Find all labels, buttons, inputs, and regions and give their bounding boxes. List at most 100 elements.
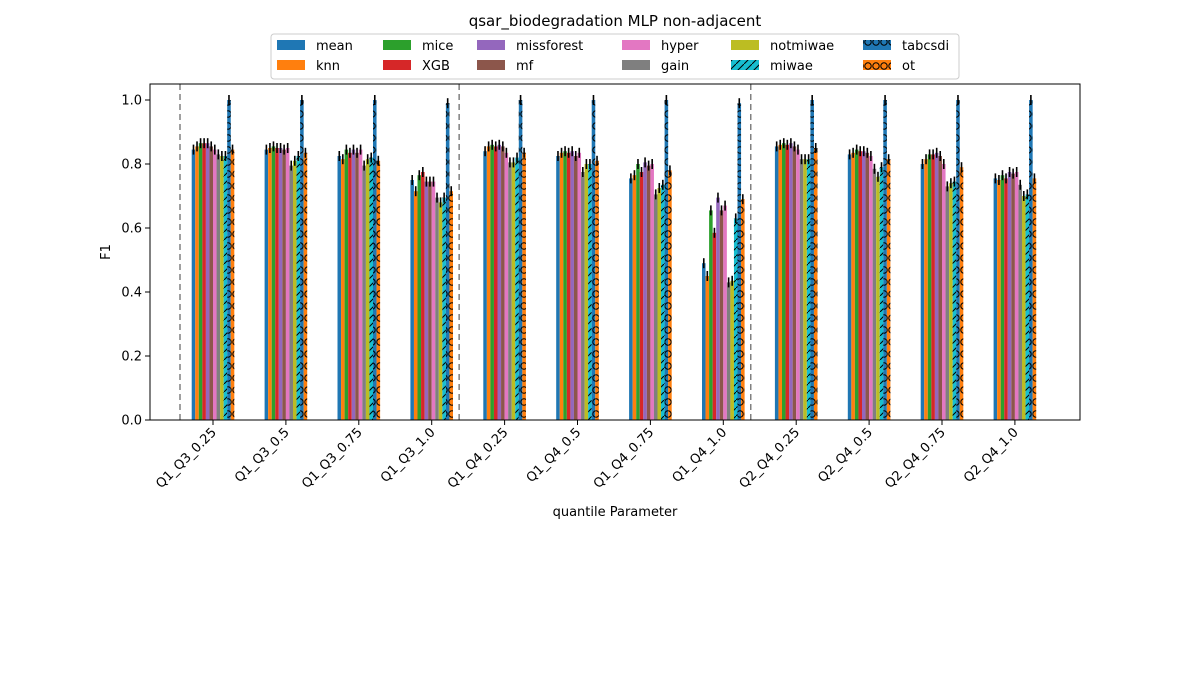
x-tick-label: Q1_Q3_0.75 [299, 425, 365, 491]
bar-knn [486, 146, 491, 420]
bar-hatch [959, 167, 964, 420]
bar-hyper [504, 152, 509, 421]
bar-mean [556, 156, 560, 420]
legend-label: mice [422, 39, 453, 54]
bar-hatch [518, 100, 523, 420]
bar-hatch [303, 152, 308, 421]
bar-missforest [934, 152, 939, 421]
bar-knn [268, 148, 272, 420]
bar-knn [851, 152, 855, 421]
bar-knn [997, 180, 1001, 420]
bar-XGB [421, 172, 425, 420]
bar-missforest [424, 181, 429, 420]
bar-XGB [493, 146, 498, 420]
bar-mean [702, 263, 706, 420]
legend-item-miwae: miwae [731, 59, 813, 74]
bar-missforest [716, 197, 720, 420]
bar-knn [778, 144, 782, 421]
y-tick-label: 0.0 [121, 414, 142, 429]
x-tick-label: Q1_Q4_0.5 [524, 425, 585, 486]
bar-hatch [230, 149, 235, 420]
bar-mice [344, 149, 349, 420]
bar-gain [799, 159, 804, 420]
bar-XGB [785, 144, 790, 421]
bar-hatch [515, 157, 519, 420]
legend-swatch [383, 40, 411, 50]
legend-item-missforest: missforest [477, 39, 583, 54]
bar-mf [719, 210, 724, 420]
bar-hatch [813, 148, 818, 420]
plot-frame [149, 83, 1081, 421]
bar-hatch [1025, 194, 1030, 420]
x-tick-label: Q2_Q4_0.5 [815, 425, 876, 486]
bar-knn [195, 146, 199, 420]
bar-mf [573, 156, 578, 420]
legend-swatch [477, 40, 505, 50]
legend-swatch-hatch [731, 60, 759, 70]
bar-gain [872, 168, 877, 420]
x-tick-label: Q2_Q4_0.25 [737, 425, 803, 491]
bar-hyper [1014, 172, 1019, 420]
bar-knn [341, 159, 345, 420]
bar-mice [1000, 175, 1005, 420]
bar-gain [362, 165, 366, 420]
bar-hyper [213, 149, 217, 420]
bar-hyper [796, 149, 800, 420]
y-tick-label: 1.0 [121, 94, 142, 109]
bar-XGB [348, 152, 352, 421]
bar-missforest [789, 143, 793, 420]
bar-hyper [285, 148, 290, 420]
bar-hatch [952, 181, 957, 420]
bar-hatch [373, 100, 377, 420]
x-tick-label: Q1_Q3_1.0 [378, 425, 439, 486]
bar-hatch [664, 100, 669, 420]
legend-swatch-hatch [863, 60, 891, 70]
bar-missforest [278, 148, 283, 420]
bar-gain [508, 162, 512, 420]
legend-label: miwae [770, 59, 813, 74]
bar-hyper [723, 205, 727, 420]
bar-XGB [1004, 178, 1008, 420]
bar-hyper [358, 149, 363, 420]
bar-hatch [442, 197, 446, 420]
legend-swatch [277, 40, 305, 50]
bar-mice [271, 146, 276, 420]
bar-mice [198, 143, 203, 420]
bar-hatch [733, 218, 738, 420]
legend-label: mf [516, 59, 534, 74]
x-tick-label: Q2_Q4_1.0 [961, 425, 1022, 486]
bar-knn [924, 159, 928, 420]
bar-mean [774, 146, 779, 420]
bar-XGB [858, 151, 862, 420]
bar-mean [337, 156, 342, 420]
bar-hatch [810, 100, 814, 420]
bar-XGB [566, 152, 571, 421]
bar-hatch [886, 159, 891, 420]
bar-mf [792, 146, 797, 420]
y-tick-label: 0.6 [121, 222, 142, 237]
bar-gain [435, 197, 439, 420]
bar-mean [483, 151, 487, 420]
y-axis-label: F1 [99, 244, 114, 260]
bar-mean [993, 178, 998, 420]
bar-missforest [570, 151, 574, 420]
legend-label: hyper [661, 39, 699, 54]
bar-mf [282, 149, 286, 420]
bar-mice [417, 175, 422, 420]
bar-XGB [712, 232, 717, 420]
bar-XGB [275, 148, 279, 420]
bar-mf [1011, 173, 1015, 420]
bar-knn [559, 152, 564, 421]
bar-mice [563, 151, 567, 420]
bar-hatch [737, 103, 742, 420]
bar-hatch [806, 159, 811, 420]
bar-notmiwae [438, 202, 443, 420]
x-tick-label: Q2_Q4_0.75 [882, 425, 948, 491]
bar-XGB [931, 154, 935, 420]
legend-swatch [622, 60, 650, 70]
bar-notmiwae [949, 183, 953, 420]
bar-mice [927, 154, 932, 420]
bar-notmiwae [511, 162, 516, 420]
bar-notmiwae [584, 164, 589, 420]
